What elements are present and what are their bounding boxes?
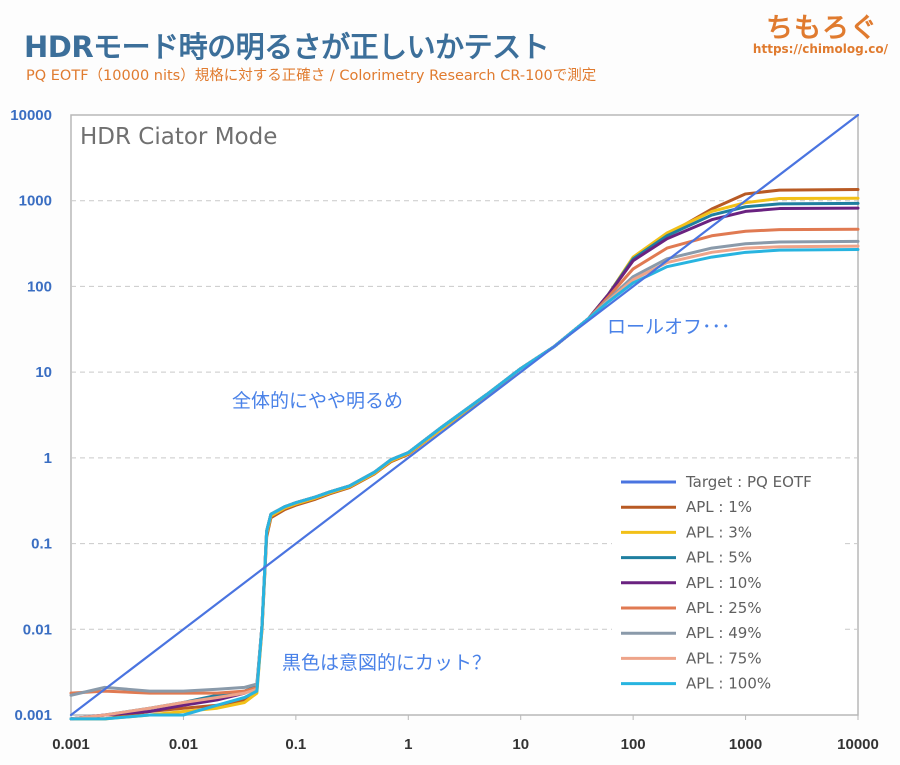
x-tick-label: 10 bbox=[512, 736, 529, 753]
y-tick-label: 0.001 bbox=[14, 707, 52, 724]
series-line bbox=[69, 247, 860, 721]
x-tick-label: 1000 bbox=[729, 736, 762, 753]
legend-label: APL : 1% bbox=[686, 498, 752, 516]
series-lines bbox=[69, 113, 860, 721]
legend-label: APL : 3% bbox=[686, 523, 752, 541]
chart-title: HDRモード時の明るさが正しいかテスト bbox=[24, 30, 550, 64]
y-axis-ticks: 0.001 0.01 0.1 1 10 100 1000 10000 bbox=[10, 107, 52, 724]
x-axis-ticks: 0.001 0.01 0.1 1 10 100 1000 10000 bbox=[52, 715, 879, 753]
legend-label: APL : 100% bbox=[686, 675, 771, 693]
y-tick-label: 1000 bbox=[19, 193, 52, 210]
y-tick-label: 1 bbox=[44, 450, 52, 467]
y-tick-label: 10000 bbox=[10, 107, 52, 124]
annotation-brightness: 全体的にやや明るめ bbox=[232, 390, 403, 412]
legend-label: APL : 10% bbox=[686, 574, 762, 592]
x-tick-label: 10000 bbox=[837, 736, 879, 753]
y-tick-label: 10 bbox=[35, 364, 52, 381]
x-tick-label: 1 bbox=[404, 736, 412, 753]
series-line bbox=[69, 113, 860, 717]
legend-label: APL : 25% bbox=[686, 599, 762, 617]
legend-label: APL : 5% bbox=[686, 549, 752, 567]
y-tick-label: 100 bbox=[27, 278, 52, 295]
annotation-rolloff: ロールオフ･･･ bbox=[607, 316, 731, 338]
legend-label: APL : 49% bbox=[686, 624, 762, 642]
y-tick-label: 0.1 bbox=[31, 536, 52, 553]
legend-label: APL : 75% bbox=[686, 649, 762, 667]
chart-subtitle: PQ EOTF（10000 nits）規格に対する正確さ / Colorimet… bbox=[26, 68, 597, 84]
site-logo: ちもろぐ bbox=[766, 13, 878, 44]
x-tick-label: 0.1 bbox=[285, 736, 306, 753]
mode-label: HDR Ciator Mode bbox=[80, 124, 277, 150]
x-tick-label: 0.001 bbox=[52, 736, 90, 753]
site-url: https://chimolog.co/ bbox=[752, 42, 888, 56]
x-tick-label: 0.01 bbox=[169, 736, 198, 753]
legend: Target : PQ EOTF APL : 1% APL : 3% APL : 5%… bbox=[612, 468, 844, 700]
y-tick-label: 0.01 bbox=[23, 621, 52, 638]
legend-label: Target : PQ EOTF bbox=[685, 473, 812, 491]
annotation-black-cut: 黒色は意図的にカット？ bbox=[282, 652, 491, 674]
x-tick-label: 100 bbox=[621, 736, 646, 753]
